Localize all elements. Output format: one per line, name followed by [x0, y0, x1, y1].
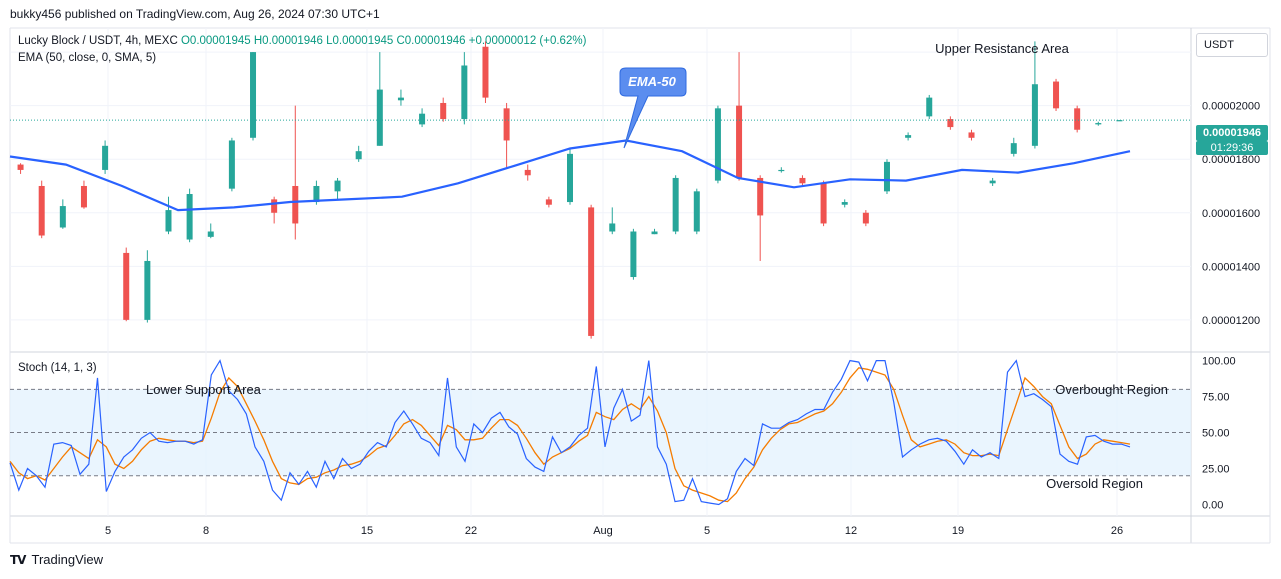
- price-tick-label: 0.00001400: [1202, 261, 1260, 273]
- stoch-tick-label: 0.00: [1202, 499, 1223, 511]
- candle-up: [609, 223, 616, 232]
- candle-up: [630, 231, 637, 278]
- candle-down: [503, 108, 510, 141]
- candle-down: [799, 177, 806, 184]
- time-tick-label: 15: [361, 525, 373, 537]
- candle-up: [883, 161, 890, 192]
- time-tick-label: 5: [105, 525, 111, 537]
- candle-up: [250, 52, 257, 138]
- candle-down: [820, 183, 827, 224]
- stoch-levels: [10, 388, 1191, 477]
- candle-up: [693, 191, 700, 232]
- candle-down: [1074, 108, 1081, 130]
- tradingview-brand[interactable]: TV TradingView: [10, 552, 103, 567]
- candle-down: [588, 207, 595, 336]
- stoch-k-line: [9, 359, 1131, 506]
- ohlc-values: O0.00001945 H0.00001946 L0.00001945 C0.0…: [180, 35, 587, 47]
- candle-up: [1095, 123, 1102, 125]
- candle-down: [38, 185, 45, 236]
- candle-up: [207, 231, 214, 237]
- candle-up: [419, 113, 426, 125]
- candle-down: [292, 185, 299, 224]
- candle-up: [672, 177, 679, 232]
- time-tick-label: 8: [203, 525, 209, 537]
- stoch-tick-label: 25.00: [1202, 464, 1230, 476]
- time-tick-label: 12: [845, 525, 857, 537]
- candle-up: [59, 206, 66, 228]
- publish-info: bukky456 published on TradingView.com, A…: [10, 7, 380, 21]
- candle-up: [1116, 120, 1123, 122]
- candle-up: [989, 180, 996, 184]
- stoch-tick-label: 100.00: [1202, 356, 1236, 368]
- stoch-axis-ticks: 100.00 75.00 50.00 25.00 0.00: [1202, 356, 1236, 512]
- ema-callout-label: EMA-50: [628, 74, 676, 89]
- candlesticks: [17, 41, 1123, 339]
- candle-up: [355, 151, 362, 160]
- candle-down: [271, 199, 278, 213]
- candle-up: [567, 153, 573, 203]
- time-tick-label: Aug: [593, 525, 613, 537]
- candle-down: [440, 102, 447, 120]
- candle-down: [947, 119, 954, 128]
- candle-down: [482, 46, 489, 98]
- candle-down: [17, 164, 24, 170]
- price-tick-label: 0.00001800: [1202, 154, 1260, 166]
- candle-up: [144, 260, 151, 320]
- candle-down: [545, 199, 552, 205]
- candle-up: [313, 185, 320, 203]
- candle-up: [778, 169, 785, 172]
- oversold-label: Oversold Region: [1046, 476, 1143, 491]
- candle-down: [123, 252, 130, 320]
- candle-down: [80, 185, 87, 208]
- candle-up: [841, 202, 848, 205]
- price-tick-label: 0.00001200: [1202, 315, 1260, 327]
- candle-up: [714, 108, 721, 181]
- candle-up: [165, 210, 172, 232]
- bar-countdown: 01:29:36: [1196, 141, 1268, 155]
- time-tick-label: 19: [952, 525, 964, 537]
- time-tick-label: 22: [465, 525, 477, 537]
- price-tick-label: 0.00002000: [1202, 101, 1260, 113]
- last-price-badge: 0.00001946: [1196, 125, 1268, 141]
- candle-up: [228, 140, 235, 189]
- candle-down: [862, 212, 869, 224]
- candle-up: [186, 194, 193, 240]
- candle-down: [736, 105, 743, 178]
- stoch-legend[interactable]: Stoch (14, 1, 3): [18, 362, 97, 374]
- candle-up: [651, 231, 658, 235]
- upper-resistance-label: Upper Resistance Area: [935, 41, 1069, 56]
- candle-up: [1031, 84, 1038, 146]
- tradingview-logo-icon: TV: [10, 552, 27, 567]
- price-tick-label: 0.00001600: [1202, 208, 1260, 220]
- candle-up: [905, 135, 912, 138]
- candle-down: [968, 132, 975, 138]
- overbought-label: Overbought Region: [1055, 382, 1168, 397]
- time-tick-label: 26: [1111, 525, 1123, 537]
- symbol-name: Lucky Block / USDT, 4h, MEXC: [18, 35, 178, 47]
- currency-button[interactable]: USDT: [1196, 33, 1268, 57]
- candle-up: [926, 97, 933, 117]
- ema-50-line: [9, 139, 1131, 212]
- time-axis-ticks: 5 8 15 22 Aug 5 12 19 26: [105, 525, 1123, 537]
- candle-up: [1010, 143, 1017, 154]
- candle-up: [102, 145, 109, 170]
- stoch-tick-label: 75.00: [1202, 392, 1230, 404]
- ema-legend[interactable]: EMA (50, close, 0, SMA, 5): [18, 52, 157, 64]
- ema-callout: EMA-50: [619, 67, 687, 149]
- candle-down: [757, 177, 764, 216]
- candle-up: [334, 180, 341, 192]
- time-tick-label: 5: [704, 525, 710, 537]
- brand-name: TradingView: [31, 552, 104, 567]
- stoch-tick-label: 50.00: [1202, 428, 1230, 440]
- symbol-legend[interactable]: Lucky Block / USDT, 4h, MEXC O0.00001945…: [18, 35, 586, 47]
- candle-down: [524, 169, 531, 176]
- lower-support-label: Lower Support Area: [146, 382, 262, 397]
- candle-up: [376, 89, 383, 146]
- candle-up: [397, 97, 404, 101]
- candle-up: [461, 65, 468, 120]
- candle-down: [1053, 81, 1060, 109]
